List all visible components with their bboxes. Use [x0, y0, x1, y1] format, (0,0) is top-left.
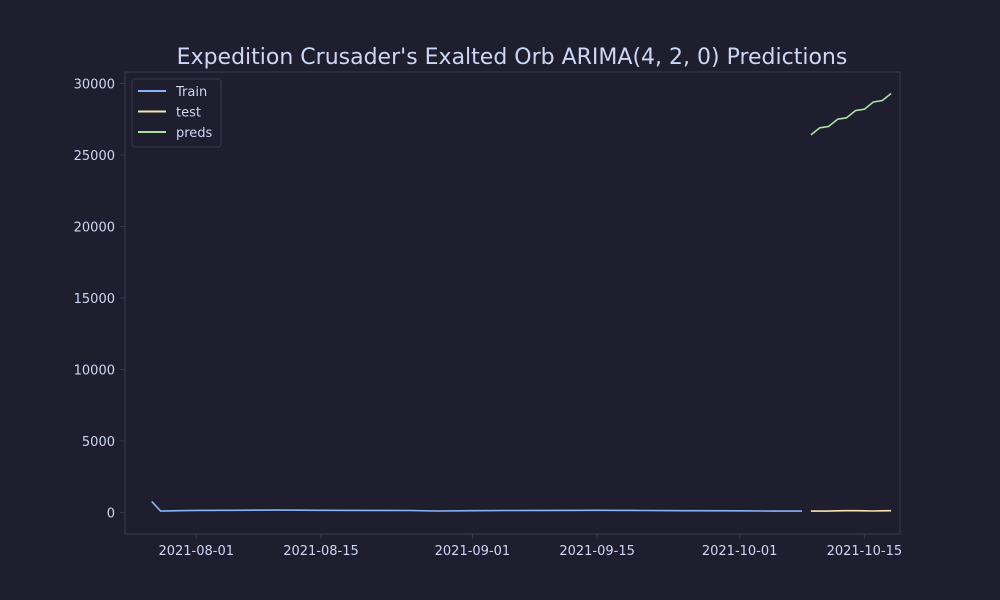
y-tick-label: 25000: [74, 149, 115, 164]
series-line-train: [151, 500, 802, 512]
legend: Train test preds: [131, 78, 222, 148]
chart-title: Expedition Crusader's Exalted Orb ARIMA(…: [177, 45, 848, 70]
x-tick-label: 2021-09-15: [559, 544, 635, 559]
plot-area: [124, 71, 901, 535]
series-line-preds: [810, 92, 892, 136]
x-tick-label: 2021-08-15: [283, 544, 359, 559]
y-tick-label: 5000: [82, 435, 115, 450]
x-tick-label: 2021-09-01: [435, 544, 511, 559]
y-tick-label: 0: [107, 507, 115, 522]
series-layer: [151, 92, 892, 512]
legend-label-train: Train: [175, 85, 207, 100]
x-axis: 2021-08-01 2021-08-15 2021-09-01 2021-09-15…: [158, 534, 902, 559]
x-tick-label: 2021-10-01: [702, 544, 778, 559]
legend-label-preds: preds: [176, 126, 213, 141]
y-tick-label: 10000: [74, 364, 115, 379]
y-tick-label: 15000: [74, 292, 115, 307]
y-tick-label: 20000: [74, 220, 115, 235]
y-axis: 0 5000 10000 15000 20000 25000 30000: [74, 77, 125, 522]
legend-box: [131, 78, 222, 148]
legend-label-test: test: [176, 106, 201, 121]
x-tick-label: 2021-10-15: [827, 544, 903, 559]
y-tick-label: 30000: [74, 77, 115, 92]
x-tick-label: 2021-08-01: [158, 544, 234, 559]
